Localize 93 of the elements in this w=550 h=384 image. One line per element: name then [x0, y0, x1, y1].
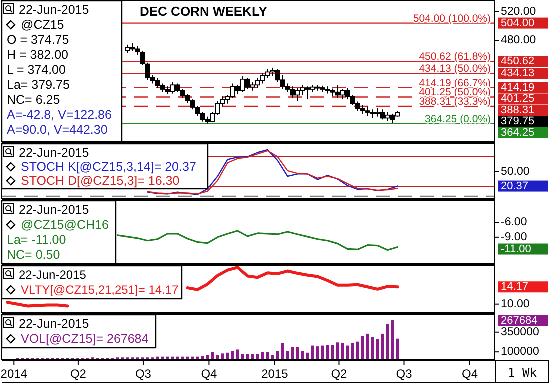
bar — [301, 351, 304, 360]
y-tick-label: -6.00 — [501, 216, 528, 229]
y-tick-label: 350000 — [501, 326, 540, 338]
annotation: NC= 6.25 — [7, 93, 60, 107]
x-tick-label: Q4 — [462, 367, 478, 381]
text: 50.00 — [501, 166, 530, 178]
bar — [226, 352, 230, 360]
bar — [236, 350, 240, 360]
bar — [316, 346, 320, 360]
series-label: VOL[@CZ15]= 267684 — [21, 332, 149, 346]
bar — [336, 342, 340, 360]
text: 434.13 — [501, 68, 535, 80]
text: 14.17 — [501, 281, 529, 294]
text: -11.00 — [501, 243, 532, 256]
x-tick-label: 2014 — [0, 367, 28, 381]
bar — [341, 343, 344, 360]
annotation: @CZ15 — [21, 18, 64, 32]
x-tick-label: Q3 — [396, 367, 413, 381]
y-tick-label: -9.00 — [501, 231, 528, 244]
annotation: La= -11.00 — [7, 233, 66, 247]
ref-line-label: 388.31 (33.3%) — [419, 96, 491, 108]
bar — [366, 334, 370, 360]
x-tick-label: Q2 — [331, 367, 348, 381]
annotation: O = 374.75 — [7, 33, 70, 47]
ref-line-label: 450.62 (61.8%) — [419, 51, 491, 64]
x-tick-label: Q3 — [135, 367, 152, 381]
text: 450.62 — [501, 56, 535, 68]
annotation: 22-Jun-2015 — [19, 317, 90, 331]
y-tick-label: 520.00 — [501, 6, 536, 18]
series-label: @CZ15@CH16 — [21, 218, 109, 232]
bar — [356, 342, 360, 360]
text: 267684 — [501, 314, 538, 327]
bar — [326, 345, 330, 360]
text: 414.19 — [501, 82, 535, 94]
text: 379.75 — [501, 116, 535, 128]
annotation: NC= 0.50 — [7, 248, 60, 262]
bar — [396, 338, 400, 360]
text: 401.25 — [501, 93, 535, 106]
series-label: STOCH K[@CZ15,3,14]= 20.37 — [21, 160, 196, 174]
bar — [231, 351, 234, 360]
bar — [276, 351, 280, 360]
bar — [256, 354, 260, 360]
bar — [286, 351, 290, 360]
line-series — [116, 230, 399, 252]
bar — [376, 339, 380, 360]
bar — [346, 346, 350, 360]
ref-line-label: 364.25 (0.0%) — [425, 113, 491, 126]
annotation: 22-Jun-2015 — [19, 3, 90, 17]
annotation: 22-Jun-2015 — [19, 268, 87, 282]
series-label: STOCH D[@CZ15,3]= 16.30 — [21, 174, 180, 188]
x-tick-label: Q4 — [201, 367, 218, 381]
annotation: H = 382.00 — [7, 48, 69, 62]
text: 10.00 — [501, 298, 530, 310]
bar — [251, 354, 254, 360]
bar — [321, 346, 324, 360]
bar — [311, 346, 314, 360]
annotation: 22-Jun-2015 — [19, 146, 90, 160]
candlestick — [140, 50, 146, 66]
bar — [331, 345, 334, 360]
bar — [221, 354, 224, 360]
annotation: A=-42.8, V=122.86 — [7, 108, 112, 122]
annotation: A=90.0, V=442.30 — [7, 123, 108, 137]
annotation: 22-Jun-2015 — [19, 203, 90, 217]
y-tick-label: 480.00 — [501, 34, 536, 47]
y-tick-label: 100000 — [501, 346, 540, 358]
text: 388.31 — [501, 104, 535, 117]
bar — [381, 334, 384, 360]
bar — [306, 352, 310, 360]
ref-line-label: 504.00 (100.0%) — [413, 12, 491, 25]
annotation: La= 379.75 — [7, 78, 70, 92]
x-axis-title: 1 Wk — [508, 366, 538, 380]
chart-title: DEC CORN WEEKLY — [140, 4, 268, 19]
x-tick-label: Q2 — [70, 367, 87, 381]
bar — [261, 352, 264, 360]
bar — [291, 347, 294, 360]
bar — [351, 343, 354, 360]
bar — [391, 320, 394, 360]
bar — [371, 337, 374, 360]
x-tick-label: 2015 — [262, 367, 289, 381]
bar — [266, 352, 270, 360]
text: 504.00 — [501, 17, 535, 30]
series-label: VLTY[@CZ15,21,251]= 14.17 — [21, 283, 180, 297]
bar — [361, 336, 364, 360]
text: 20.37 — [501, 180, 529, 192]
text: 364.25 — [501, 126, 535, 139]
bar — [281, 343, 284, 360]
ref-line-label: 434.13 (50.0%) — [419, 63, 491, 76]
annotation: L = 374.00 — [7, 63, 66, 77]
bar — [246, 354, 250, 360]
bar — [211, 352, 214, 360]
bar — [241, 354, 244, 360]
bar — [386, 324, 390, 360]
bar — [296, 347, 300, 360]
